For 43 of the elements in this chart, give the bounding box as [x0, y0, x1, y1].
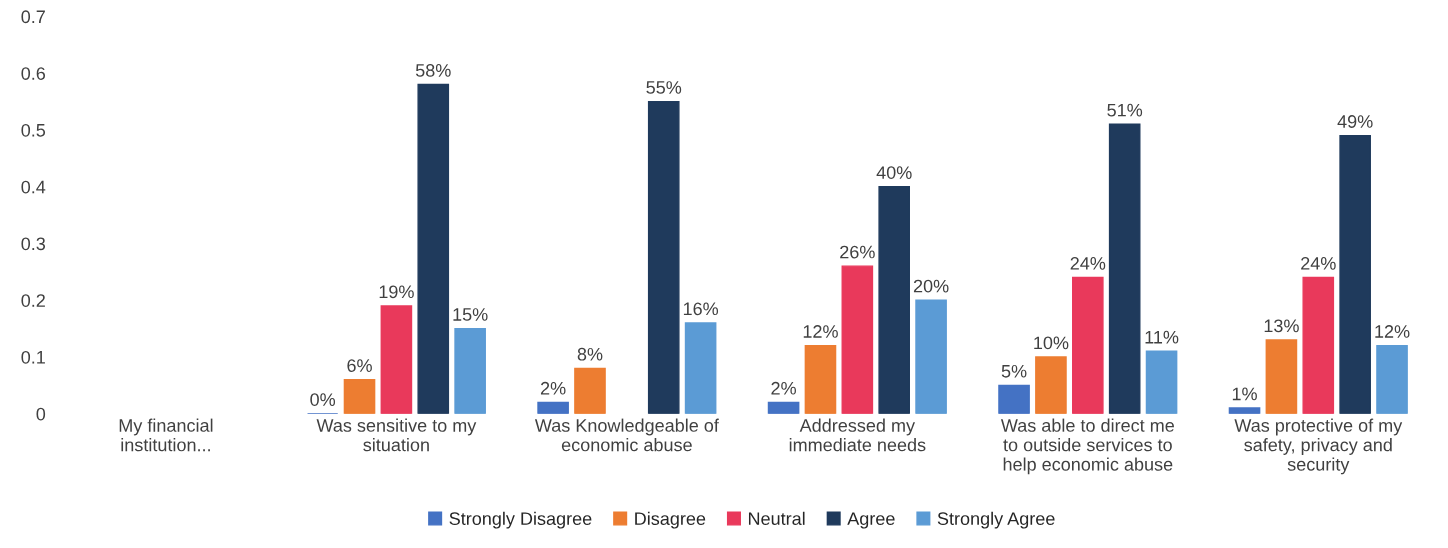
y-tick-label: 0.7 — [21, 10, 45, 24]
data-label: 24% — [1070, 257, 1106, 270]
legend-label: Agree — [847, 512, 895, 529]
y-tick-label: 0.2 — [21, 294, 45, 307]
y-tick-label: 0.1 — [21, 350, 45, 364]
x-tick-label: Was protective of my safety, privacy and security — [1234, 418, 1403, 475]
data-label: 6% — [347, 359, 372, 372]
x-tick-label: Was sensitive to my situation — [316, 418, 477, 452]
data-label: 51% — [1107, 103, 1143, 117]
y-tick-label: 0.5 — [21, 123, 46, 137]
data-label: 11% — [1145, 330, 1179, 344]
x-tick-label: Was Knowledgeable of economic abuse — [534, 418, 719, 452]
data-label: 2% — [771, 381, 796, 395]
data-label: 26% — [840, 245, 875, 259]
x-tick-label: Addressed my immediate needs — [789, 418, 926, 452]
y-tick-label: 0.6 — [21, 67, 46, 80]
y-tick-label: 0.4 — [21, 180, 46, 194]
data-label: 49% — [1337, 115, 1373, 128]
data-label: 0% — [310, 393, 336, 406]
data-label: 1% — [1232, 387, 1257, 401]
data-label: 10% — [1034, 336, 1069, 350]
x-tick-label: My financial institution... — [119, 418, 213, 452]
data-label: 15% — [453, 308, 488, 321]
data-label: 2% — [540, 381, 566, 395]
legend-label: Strongly Agree — [937, 511, 1055, 529]
y-tick-label: 0 — [36, 407, 46, 421]
data-label: 40% — [876, 166, 912, 179]
legend-label: Disagree — [635, 511, 706, 529]
data-label: 24% — [1301, 257, 1336, 270]
data-label: 55% — [646, 81, 682, 94]
data-label: 20% — [913, 279, 949, 293]
data-label: 8% — [577, 347, 603, 361]
legend-label: Neutral — [748, 511, 805, 526]
data-label: 5% — [1001, 364, 1027, 378]
y-tick-label: 0.3 — [21, 237, 46, 251]
data-label: 12% — [1375, 325, 1410, 338]
legend-label: Strongly Disagree — [449, 511, 592, 529]
data-label: 13% — [1264, 319, 1299, 333]
data-label: 58% — [415, 64, 451, 77]
x-tick-label: Was able to direct me to outside services to help economic abuse — [1000, 418, 1174, 475]
data-label: 12% — [803, 325, 838, 338]
data-label: 16% — [683, 302, 719, 316]
data-label: 19% — [379, 285, 414, 299]
